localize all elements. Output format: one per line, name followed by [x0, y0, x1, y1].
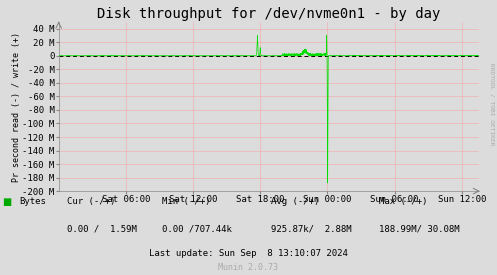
Text: 0.00 /707.44k: 0.00 /707.44k [162, 224, 232, 233]
Text: 0.00 /  1.59M: 0.00 / 1.59M [67, 224, 137, 233]
Text: Min (-/+): Min (-/+) [162, 197, 210, 206]
Text: Bytes: Bytes [19, 197, 46, 206]
Text: Munin 2.0.73: Munin 2.0.73 [219, 263, 278, 272]
Text: RRDTOOL / TOBI OETIKER: RRDTOOL / TOBI OETIKER [490, 63, 495, 146]
Text: Cur (-/+): Cur (-/+) [67, 197, 115, 206]
Text: ■: ■ [2, 197, 12, 207]
Text: 188.99M/ 30.08M: 188.99M/ 30.08M [379, 224, 459, 233]
Text: 925.87k/  2.88M: 925.87k/ 2.88M [271, 224, 351, 233]
Text: Max (-/+): Max (-/+) [379, 197, 427, 206]
Text: Last update: Sun Sep  8 13:10:07 2024: Last update: Sun Sep 8 13:10:07 2024 [149, 249, 348, 258]
Text: Avg (-/+): Avg (-/+) [271, 197, 319, 206]
Y-axis label: Pr second read (-) / write (+): Pr second read (-) / write (+) [12, 32, 21, 182]
Title: Disk throughput for /dev/nvme0n1 - by day: Disk throughput for /dev/nvme0n1 - by da… [97, 7, 440, 21]
